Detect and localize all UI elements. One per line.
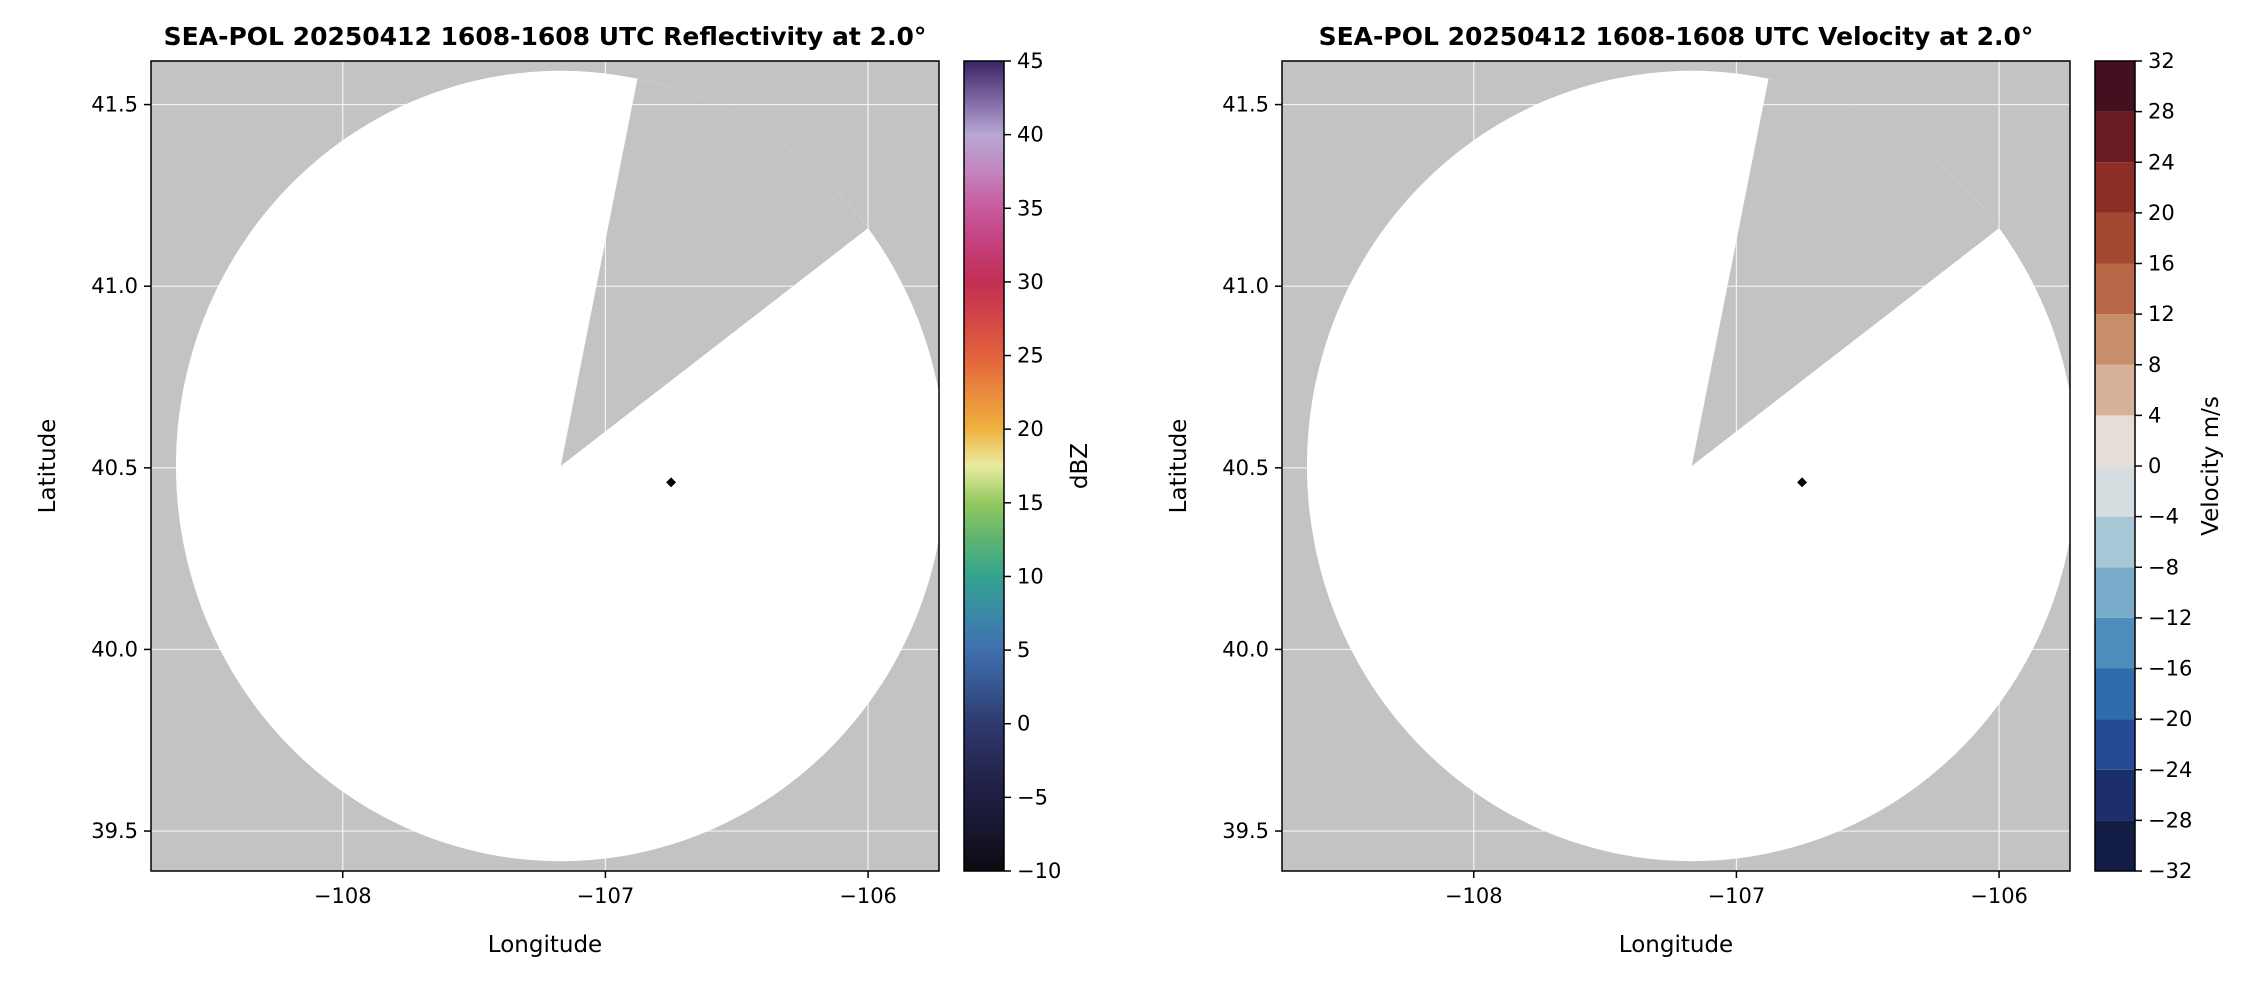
colorbar-segment bbox=[2095, 820, 2135, 871]
missing-data-sector bbox=[560, 78, 869, 466]
colorbar-segment bbox=[2095, 61, 2135, 112]
colorbar-frame bbox=[963, 60, 1005, 872]
x-tick-label: −108 bbox=[1445, 884, 1503, 908]
colorbar-segment bbox=[2095, 263, 2135, 315]
y-tick-label: 41.0 bbox=[1222, 274, 1269, 298]
colorbar-segment bbox=[2095, 162, 2135, 213]
y-axis-label: Latitude bbox=[35, 419, 61, 514]
reflectivity-panel: −108 −107 −106 39.5 40.0 40.5 41.0 41.5 SEA-POL … bbox=[35, 22, 1093, 958]
colorbar-tick-label: 20 bbox=[2148, 201, 2175, 225]
colorbar-segment bbox=[2095, 314, 2135, 365]
site-marker bbox=[666, 477, 677, 488]
colorbar-segment bbox=[2095, 567, 2135, 618]
panel-title: SEA-POL 20250412 1608-1608 UTC Velocity … bbox=[1319, 22, 2034, 51]
colorbar-tick-label: 45 bbox=[1017, 49, 1044, 73]
colorbar-tick-label: −16 bbox=[2148, 657, 2192, 681]
colorbar-tick-label: 35 bbox=[1017, 196, 1044, 220]
colorbar-tick-label: −24 bbox=[2148, 758, 2192, 782]
colorbar-segment bbox=[2095, 466, 2135, 517]
colorbar-tick-label: 16 bbox=[2148, 252, 2175, 276]
colorbar-tick-label: −8 bbox=[2148, 555, 2179, 579]
y-tick-label: 39.5 bbox=[91, 819, 138, 843]
x-tick-label: −108 bbox=[314, 884, 372, 908]
colorbar-segment bbox=[2095, 212, 2135, 264]
y-axis-label: Latitude bbox=[1166, 419, 1192, 514]
colorbar-tick-label: 0 bbox=[1017, 712, 1030, 736]
colorbar-tick-label: −12 bbox=[2148, 606, 2192, 630]
colorbar-segment bbox=[2095, 516, 2135, 568]
colorbar-segment bbox=[2095, 668, 2135, 720]
colorbar-label: Velocity m/s bbox=[2198, 396, 2224, 536]
x-tick-label: −107 bbox=[1708, 884, 1766, 908]
colorbar-tick-label: −5 bbox=[1017, 785, 1048, 809]
colorbar-tick-label: −4 bbox=[2148, 505, 2179, 529]
axes-frame bbox=[150, 60, 940, 872]
colorbar-label: dBZ bbox=[1067, 443, 1093, 489]
colorbar-tick-label: −32 bbox=[2148, 859, 2192, 883]
y-tick-label: 40.5 bbox=[91, 456, 138, 480]
y-tick-label: 41.5 bbox=[91, 93, 138, 117]
y-tick-label: 40.5 bbox=[1222, 456, 1269, 480]
colorbar-tick-label: 8 bbox=[2148, 353, 2161, 377]
colorbar-tick-label: 24 bbox=[2148, 150, 2175, 174]
x-tick-label: −106 bbox=[1970, 884, 2028, 908]
colorbar-segment bbox=[2095, 617, 2135, 669]
colorbar-tick-label: −28 bbox=[2148, 808, 2192, 832]
colorbar-tick-label: 40 bbox=[1017, 123, 1044, 147]
colorbar-segment bbox=[2095, 364, 2135, 416]
axes-frame bbox=[1281, 60, 2071, 872]
colorbar-tick-label: 10 bbox=[1017, 564, 1044, 588]
colorbar-segment bbox=[2095, 719, 2135, 770]
y-tick-label: 40.0 bbox=[91, 637, 138, 661]
colorbar-tick-label: 0 bbox=[2148, 454, 2161, 478]
colorbar-tick-label: 15 bbox=[1017, 491, 1044, 515]
colorbar-segment bbox=[2095, 415, 2135, 466]
colorbar-segment bbox=[2095, 111, 2135, 163]
colorbar-tick-label: 4 bbox=[2148, 403, 2161, 427]
y-tick-label: 41.5 bbox=[1222, 93, 1269, 117]
colorbar-tick-label: 28 bbox=[2148, 100, 2175, 124]
colorbar-tick-label: −20 bbox=[2148, 707, 2192, 731]
colorbar-tick-label: 32 bbox=[2148, 49, 2175, 73]
colorbar-segment bbox=[2095, 769, 2135, 821]
colorbar-tick-label: 5 bbox=[1017, 638, 1030, 662]
velocity-panel: −108 −107 −106 39.5 40.0 40.5 41.0 41.5 SEA-POL … bbox=[1166, 22, 2224, 958]
y-tick-label: 41.0 bbox=[91, 274, 138, 298]
colorbar-tick-label: 20 bbox=[1017, 417, 1044, 441]
x-axis-label: Longitude bbox=[1619, 932, 1733, 958]
x-tick-label: −107 bbox=[577, 884, 635, 908]
colorbar bbox=[964, 61, 1004, 871]
colorbar-tick-label: 30 bbox=[1017, 270, 1044, 294]
y-tick-label: 39.5 bbox=[1222, 819, 1269, 843]
panel-title: SEA-POL 20250412 1608-1608 UTC Reflectiv… bbox=[164, 22, 927, 51]
colorbar-tick-label: −10 bbox=[1017, 859, 1061, 883]
colorbar-tick-label: 25 bbox=[1017, 344, 1044, 368]
y-tick-label: 40.0 bbox=[1222, 637, 1269, 661]
x-axis-label: Longitude bbox=[488, 932, 602, 958]
colorbar-tick-label: 12 bbox=[2148, 302, 2175, 326]
x-tick-label: −106 bbox=[839, 884, 897, 908]
missing-data-sector bbox=[1691, 78, 2000, 466]
